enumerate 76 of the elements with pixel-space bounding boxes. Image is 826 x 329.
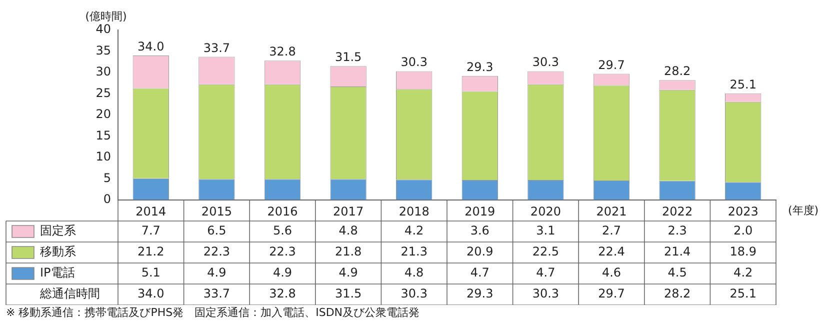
y-tick-label: 10 bbox=[96, 150, 111, 164]
total-label: 25.1 bbox=[730, 77, 756, 92]
text: 30.3 bbox=[400, 286, 428, 301]
y-tick-label: 40 bbox=[96, 22, 111, 36]
data-label: 21.3 bbox=[400, 244, 428, 259]
total-label: 31.5 bbox=[334, 50, 362, 64]
y-tick-label: 0 bbox=[103, 192, 111, 206]
data-label: 20.9 bbox=[466, 244, 494, 259]
legend-label: 固定系 bbox=[40, 224, 76, 238]
y-tick-label: 20 bbox=[96, 107, 111, 122]
data-label: 4.2 bbox=[734, 266, 753, 280]
total-label: 34.0 bbox=[138, 40, 164, 54]
y-tick-label: 25 bbox=[96, 86, 111, 100]
total-label: 33.7 bbox=[203, 40, 230, 55]
data-label: 4.8 bbox=[338, 224, 358, 238]
data-label: 4.2 bbox=[404, 224, 424, 238]
x-tick-label: 2021 bbox=[596, 204, 627, 218]
x-tick-label: 2018 bbox=[398, 204, 430, 218]
x-tick-label: 2022 bbox=[662, 204, 693, 218]
x-tick-label: 2023 bbox=[728, 204, 758, 218]
data-label: 2.3 bbox=[668, 224, 687, 238]
x-tick-label: 2014 bbox=[136, 204, 166, 218]
y-tick-label: 30 bbox=[96, 64, 111, 79]
text: 34.0 bbox=[138, 286, 164, 301]
data-label: 6.5 bbox=[207, 224, 226, 238]
y-axis-title: (億時間) bbox=[85, 10, 127, 23]
data-label: 22.3 bbox=[203, 244, 230, 259]
text: 29.3 bbox=[466, 286, 494, 301]
data-label: 5.6 bbox=[272, 224, 292, 238]
x-axis-title: (年度) bbox=[788, 204, 819, 217]
text: 33.7 bbox=[203, 286, 230, 301]
text: 28.2 bbox=[664, 286, 691, 301]
data-label: 21.2 bbox=[138, 244, 164, 259]
data-label: 4.7 bbox=[470, 266, 490, 280]
data-label: 4.9 bbox=[338, 266, 358, 280]
x-tick-label: 2016 bbox=[267, 204, 298, 218]
text: 32.8 bbox=[269, 286, 296, 301]
data-label: 3.1 bbox=[536, 224, 556, 238]
text: 31.5 bbox=[334, 286, 362, 301]
data-label: 3.6 bbox=[470, 224, 490, 238]
total-label: 29.3 bbox=[466, 60, 494, 74]
data-label: 4.7 bbox=[536, 266, 556, 280]
data-label: 18.9 bbox=[730, 244, 756, 259]
total-label: 32.8 bbox=[269, 44, 296, 59]
data-label: 2.0 bbox=[734, 224, 753, 238]
total-label: 30.3 bbox=[532, 55, 560, 70]
data-label: 22.5 bbox=[532, 244, 560, 259]
text: 総通信時間 bbox=[39, 286, 100, 301]
data-label: 5.1 bbox=[141, 266, 160, 280]
total-label: 30.3 bbox=[400, 55, 428, 70]
y-tick-label: 5 bbox=[103, 170, 111, 185]
data-label: 21.8 bbox=[334, 244, 362, 259]
data-label: 4.9 bbox=[272, 266, 292, 280]
total-label: 28.2 bbox=[664, 64, 691, 78]
legend-label: IP電話 bbox=[40, 266, 75, 280]
data-label: 22.3 bbox=[269, 244, 296, 259]
x-tick-label: 2019 bbox=[464, 204, 496, 218]
text: 29.7 bbox=[598, 286, 625, 301]
data-label: 7.7 bbox=[141, 224, 160, 238]
total-label: 29.7 bbox=[598, 58, 625, 72]
data-label: 4.5 bbox=[668, 266, 687, 280]
legend-label: 移動系 bbox=[40, 244, 76, 259]
x-tick-label: 2020 bbox=[530, 204, 561, 218]
text: ※ 移動系通信：携帯電話及びPHS発 固定系通信：加入電話、ISDN及び公衆電話発 bbox=[5, 305, 421, 320]
x-tick-label: 2017 bbox=[333, 204, 364, 218]
data-label: 4.8 bbox=[404, 266, 424, 280]
y-tick-label: 15 bbox=[96, 128, 111, 142]
data-label: 21.4 bbox=[664, 244, 691, 259]
text: 25.1 bbox=[730, 286, 756, 301]
y-tick-label: 35 bbox=[96, 43, 111, 58]
data-label: 2.7 bbox=[602, 224, 622, 238]
data-label: 4.6 bbox=[602, 266, 622, 280]
data-label: 22.4 bbox=[598, 244, 625, 259]
data-label: 4.9 bbox=[207, 266, 226, 280]
text: 30.3 bbox=[532, 286, 560, 301]
x-tick-label: 2015 bbox=[201, 204, 232, 218]
